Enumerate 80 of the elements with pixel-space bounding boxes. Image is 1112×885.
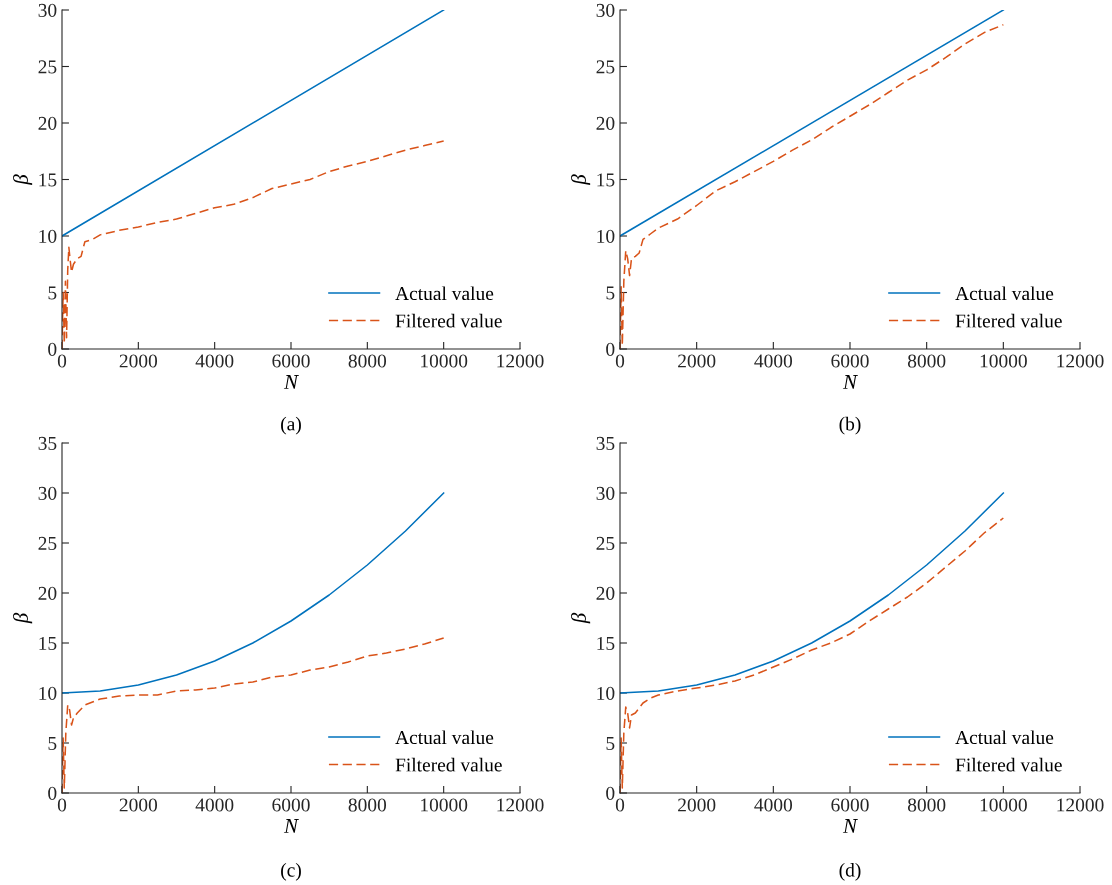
x-tick-label: 12000	[497, 798, 544, 812]
x-tick-label: 10000	[421, 354, 468, 368]
y-tick-label: 15	[597, 173, 615, 187]
legend-label: Actual value	[955, 286, 1054, 301]
x-tick-label: 2000	[678, 354, 716, 368]
x-axis-title: N	[842, 819, 858, 833]
y-tick-label: 20	[596, 586, 615, 600]
y-tick-label: 30	[596, 3, 615, 17]
line-series	[620, 492, 1005, 694]
x-tick-label: 12000	[1057, 354, 1104, 368]
x-tick-label: 0	[615, 354, 625, 368]
legend-label: Actual value	[955, 730, 1054, 745]
y-axis-title: β	[571, 174, 591, 186]
y-tick-label: 0	[48, 786, 57, 800]
y-tick-label: 5	[606, 737, 615, 750]
x-tick-label: 4000	[195, 354, 234, 368]
y-tick-label: 5	[606, 286, 615, 300]
y-tick-label: 15	[39, 173, 57, 187]
y-tick-label: 30	[38, 486, 57, 500]
y-tick-label: 20	[38, 116, 57, 130]
x-tick-label: 6000	[272, 798, 310, 812]
x-tick-label: 10000	[421, 798, 468, 812]
x-tick-label: 6000	[831, 354, 869, 368]
line-series	[62, 492, 445, 694]
y-tick-label: 20	[596, 116, 615, 130]
x-tick-label: 2000	[678, 798, 716, 812]
y-tick-label: 5	[48, 737, 57, 750]
x-tick-label: 12000	[497, 354, 544, 368]
y-tick-label: 10	[597, 686, 615, 700]
legend-label: Filtered value	[395, 313, 502, 328]
y-tick-label: 0	[48, 342, 57, 356]
y-tick-label: 25	[38, 60, 57, 74]
legend-label: Filtered value	[955, 757, 1062, 772]
x-tick-label: 8000	[907, 798, 946, 812]
x-tick-label: 4000	[195, 798, 234, 812]
x-tick-label: 8000	[348, 798, 387, 812]
x-tick-label: 8000	[907, 354, 946, 368]
x-tick-label: 12000	[1057, 798, 1104, 812]
legend-label: Actual value	[395, 286, 494, 301]
y-tick-label: 25	[596, 536, 615, 550]
y-tick-label: 20	[38, 586, 57, 600]
text: (a)	[281, 416, 301, 435]
y-tick-label: 35	[596, 436, 615, 450]
text: (c)	[281, 863, 301, 881]
x-tick-label: 10000	[980, 354, 1027, 368]
x-tick-label: 8000	[348, 354, 387, 368]
x-tick-label: 0	[57, 354, 67, 368]
x-axis-title: N	[283, 819, 299, 833]
y-tick-label: 25	[38, 536, 57, 550]
x-tick-label: 2000	[119, 798, 158, 812]
y-tick-label: 10	[39, 229, 57, 243]
legend-label: Filtered value	[395, 757, 502, 772]
legend-label: Filtered value	[955, 313, 1062, 328]
x-tick-label: 0	[615, 798, 625, 812]
y-tick-label: 0	[606, 786, 615, 800]
y-tick-label: 30	[38, 3, 57, 17]
y-tick-label: 25	[596, 60, 615, 74]
x-tick-label: 6000	[272, 354, 310, 368]
legend-label: Actual value	[395, 730, 494, 745]
y-tick-label: 15	[597, 636, 615, 650]
y-tick-label: 35	[38, 436, 57, 450]
y-axis-title: β	[13, 612, 33, 624]
x-tick-label: 4000	[754, 354, 793, 368]
y-tick-label: 15	[39, 636, 57, 650]
x-axis-title: N	[283, 375, 299, 389]
y-tick-label: 10	[597, 229, 615, 243]
y-tick-label: 30	[596, 486, 615, 500]
x-axis-title: N	[842, 375, 858, 389]
x-tick-label: 6000	[831, 798, 869, 812]
y-tick-label: 10	[39, 686, 57, 700]
y-axis-title: β	[13, 174, 33, 186]
y-axis-title: β	[571, 612, 591, 624]
text: (d)	[839, 863, 861, 881]
x-tick-label: 0	[57, 798, 67, 812]
x-tick-label: 4000	[754, 798, 793, 812]
y-tick-label: 5	[48, 286, 57, 300]
x-tick-label: 10000	[980, 798, 1027, 812]
x-tick-label: 2000	[119, 354, 158, 368]
y-tick-label: 0	[606, 342, 615, 356]
text: (b)	[839, 416, 861, 435]
